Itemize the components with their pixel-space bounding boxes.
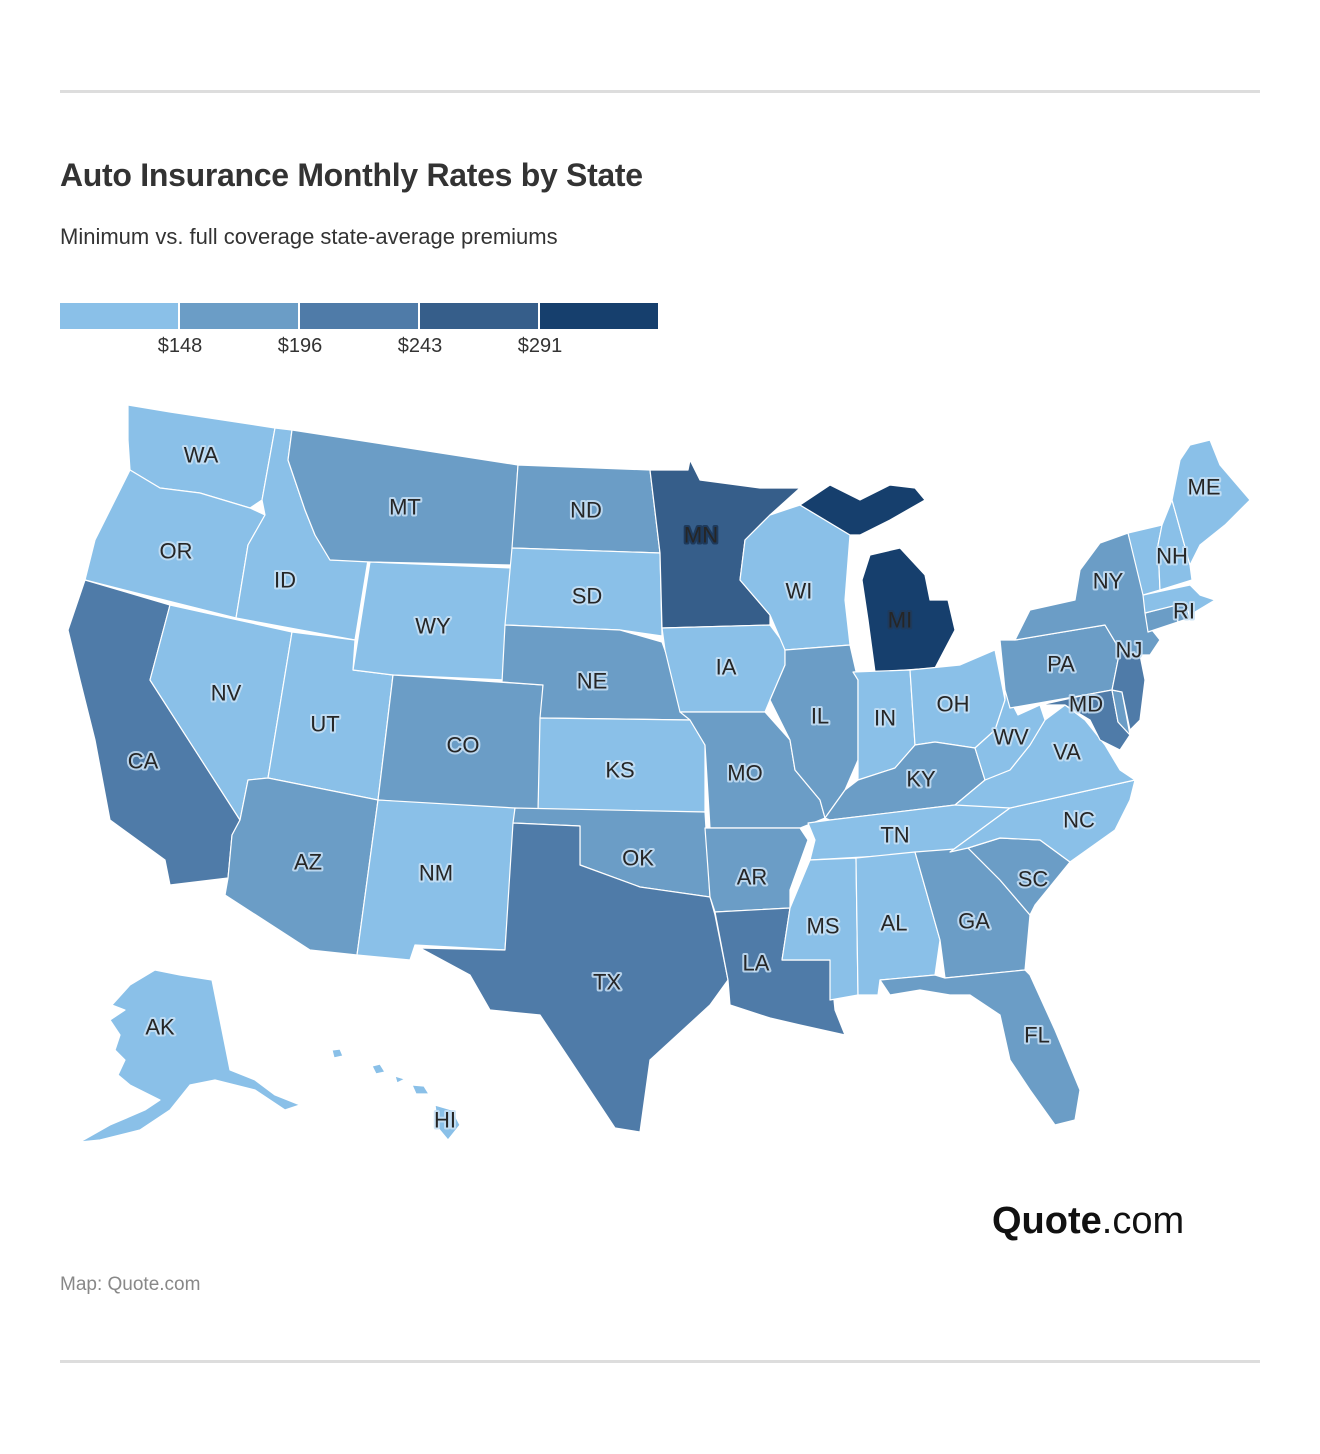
logo-wordmark-light: .com xyxy=(1101,1200,1185,1242)
state-AK[interactable] xyxy=(79,969,301,1143)
state-label-OK: OK xyxy=(622,846,654,871)
state-label-MN: MN xyxy=(684,523,718,548)
state-label-AL: AL xyxy=(881,911,908,936)
state-label-IN: IN xyxy=(874,706,896,731)
state-label-MI: MI xyxy=(888,608,912,633)
state-KS[interactable] xyxy=(537,717,706,813)
legend-tick: $291 xyxy=(517,335,563,357)
legend-bin-0 xyxy=(60,303,178,329)
state-label-SD: SD xyxy=(572,584,603,609)
state-label-AR: AR xyxy=(737,865,768,890)
state-label-AK: AK xyxy=(145,1015,175,1040)
state-label-MT: MT xyxy=(389,495,421,520)
state-label-IL: IL xyxy=(811,704,829,729)
state-label-WA: WA xyxy=(184,443,219,468)
state-MD[interactable] xyxy=(1039,689,1131,751)
state-label-NH: NH xyxy=(1156,544,1188,569)
state-WY[interactable] xyxy=(352,561,513,681)
state-label-NM: NM xyxy=(419,861,453,886)
state-label-RI: RI xyxy=(1173,599,1195,624)
legend-bin-3 xyxy=(420,303,538,329)
state-label-KS: KS xyxy=(605,758,634,783)
state-label-NV: NV xyxy=(211,681,242,706)
state-label-CA: CA xyxy=(128,749,159,774)
us-choropleth-map: WA OR CA ID NV UT AZ MT WY CO NM ND SD NE KS OK TX MN IA MO… xyxy=(0,380,1320,1170)
state-label-MD: MD xyxy=(1069,692,1103,717)
state-label-ND: ND xyxy=(570,498,602,523)
state-ME[interactable] xyxy=(1171,439,1251,566)
color-legend: $148 $196 $243 $291 xyxy=(60,303,660,373)
legend-bin-1 xyxy=(180,303,298,329)
state-MA[interactable] xyxy=(1142,584,1216,616)
state-SD[interactable] xyxy=(504,547,663,637)
state-label-MS: MS xyxy=(807,914,840,939)
state-label-FL: FL xyxy=(1024,1023,1050,1048)
top-divider xyxy=(60,90,1260,93)
state-NJ[interactable] xyxy=(1111,649,1146,731)
state-label-WV: WV xyxy=(993,725,1029,750)
state-label-NY: NY xyxy=(1093,569,1124,594)
legend-bin-2 xyxy=(300,303,418,329)
state-label-UT: UT xyxy=(310,712,339,737)
state-label-VA: VA xyxy=(1053,740,1081,765)
bottom-divider xyxy=(60,1360,1260,1363)
state-label-LA: LA xyxy=(743,951,770,976)
state-label-CO: CO xyxy=(447,733,480,758)
state-label-OR: OR xyxy=(160,539,193,564)
state-label-NC: NC xyxy=(1063,808,1095,833)
map-svg: WA OR CA ID NV UT AZ MT WY CO NM ND SD NE KS OK TX MN IA MO… xyxy=(67,404,1251,1143)
logo-wordmark-bold: Quote xyxy=(992,1200,1102,1242)
state-label-ID: ID xyxy=(274,568,296,593)
state-MI[interactable] xyxy=(799,484,956,673)
state-label-WI: WI xyxy=(786,579,813,604)
state-label-IA: IA xyxy=(716,655,737,680)
chart-title: Auto Insurance Monthly Rates by State xyxy=(60,157,643,193)
state-label-NE: NE xyxy=(577,669,608,694)
chart-subtitle: Minimum vs. full coverage state-average … xyxy=(60,224,558,249)
state-label-GA: GA xyxy=(958,909,990,934)
state-TX[interactable] xyxy=(419,822,729,1133)
legend-bin-4 xyxy=(540,303,658,329)
state-label-PA: PA xyxy=(1047,652,1075,677)
state-label-OH: OH xyxy=(937,692,970,717)
state-label-TX: TX xyxy=(593,970,621,995)
state-label-HI: HI xyxy=(434,1108,456,1133)
state-label-NJ: NJ xyxy=(1116,638,1143,663)
legend-tick: $148 xyxy=(157,335,203,357)
legend-tick: $243 xyxy=(397,335,443,357)
state-FL[interactable] xyxy=(879,969,1081,1126)
state-label-SC: SC xyxy=(1018,867,1049,892)
state-label-ME: ME xyxy=(1188,475,1221,500)
legend-tick: $196 xyxy=(277,335,323,357)
state-label-TN: TN xyxy=(880,823,909,848)
state-label-MO: MO xyxy=(727,761,762,786)
quote-com-logo: Quote.com xyxy=(992,1200,1184,1243)
state-label-AZ: AZ xyxy=(294,850,322,875)
state-HI[interactable] xyxy=(331,1048,461,1141)
state-label-WY: WY xyxy=(415,614,451,639)
state-AR[interactable] xyxy=(704,827,809,913)
state-label-KY: KY xyxy=(906,767,936,792)
map-source-credit: Map: Quote.com xyxy=(60,1274,201,1295)
